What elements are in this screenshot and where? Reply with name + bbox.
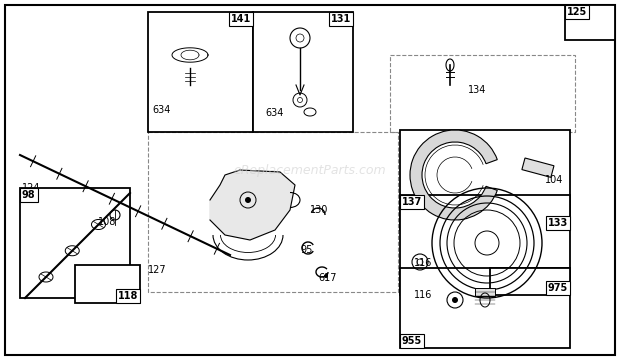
Circle shape	[324, 274, 328, 278]
Text: 141: 141	[231, 14, 251, 24]
Text: 116: 116	[414, 290, 432, 300]
Text: 131: 131	[330, 14, 351, 24]
Text: 133: 133	[547, 218, 568, 228]
Bar	[75, 265, 140, 303]
Circle shape	[452, 297, 458, 303]
Text: 116: 116	[414, 258, 432, 268]
Text: 955: 955	[402, 336, 422, 346]
Text: 127: 127	[148, 265, 167, 275]
Bar	[475, 288, 495, 296]
Polygon shape	[210, 170, 295, 240]
Bar	[20, 188, 130, 298]
Bar	[400, 268, 570, 348]
Bar	[148, 12, 253, 132]
Text: 130: 130	[310, 205, 329, 215]
Text: 124: 124	[22, 183, 40, 193]
Bar	[148, 132, 398, 292]
Text: 98: 98	[22, 190, 35, 200]
Bar	[400, 195, 570, 295]
Text: 634: 634	[152, 105, 171, 115]
Bar	[400, 130, 570, 230]
Text: 617: 617	[318, 273, 337, 283]
Text: 108: 108	[98, 217, 117, 227]
Text: 95: 95	[300, 245, 312, 255]
Text: 118: 118	[118, 291, 138, 301]
Text: eReplacementParts.com: eReplacementParts.com	[234, 164, 386, 177]
Text: 134: 134	[468, 85, 486, 95]
Text: 104: 104	[545, 175, 564, 185]
Wedge shape	[410, 130, 497, 220]
Bar	[522, 158, 554, 177]
Bar	[253, 12, 353, 132]
Bar	[390, 55, 575, 132]
Text: 975: 975	[547, 283, 568, 293]
Bar	[490, 268, 570, 295]
Text: 125: 125	[567, 7, 587, 17]
Bar	[565, 5, 615, 40]
Text: 137: 137	[402, 197, 422, 207]
Circle shape	[245, 197, 251, 203]
Text: 634: 634	[265, 108, 283, 118]
